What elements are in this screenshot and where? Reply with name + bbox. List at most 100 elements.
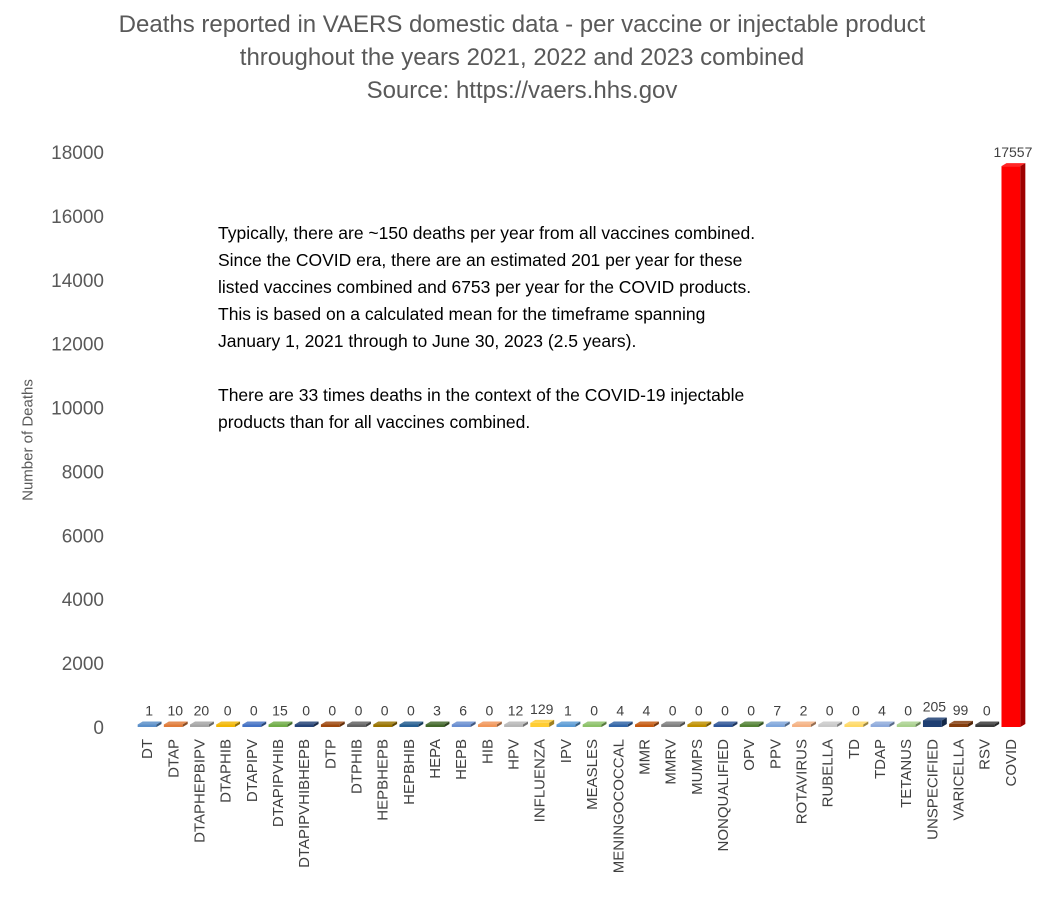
bar [870, 724, 890, 727]
x-tick-label: HEPBHEPB [375, 739, 392, 821]
bar [504, 724, 523, 727]
data-label: 0 [826, 703, 834, 719]
bar-top-face [582, 721, 607, 725]
x-tick-label: PPV [767, 739, 784, 769]
data-label: 0 [852, 703, 860, 719]
x-tick-label: HEPBHIB [401, 739, 418, 805]
data-label: 1 [145, 703, 153, 719]
x-tick-label: COVID [1003, 739, 1020, 787]
x-tick-label: MUMPS [689, 739, 706, 795]
data-label: 0 [590, 703, 598, 719]
bar-top-face [425, 721, 450, 725]
chart-title-line-1: Deaths reported in VAERS domestic data -… [118, 11, 926, 38]
data-label: 0 [904, 703, 912, 719]
bar-top-face [242, 721, 267, 725]
bar-top-face [870, 721, 895, 725]
bar-side-face [994, 721, 1000, 727]
data-label: 17557 [993, 144, 1032, 160]
bar [399, 724, 419, 727]
bar-side-face [706, 721, 712, 727]
bar-side-face [444, 721, 450, 727]
bar-top-face [504, 721, 528, 725]
y-tick-label: 12000 [51, 335, 104, 356]
bar-top-face [739, 721, 764, 725]
data-label: 10 [167, 703, 183, 719]
bar-side-face [261, 721, 267, 727]
y-tick-label: 4000 [62, 590, 104, 611]
bar [294, 724, 314, 727]
x-tick-label: MMRV [663, 739, 680, 785]
bar-side-face [758, 721, 764, 727]
bar [477, 724, 497, 727]
bar-side-face [967, 720, 973, 727]
bar-side-face [653, 721, 659, 727]
x-tick-label: VARICELLA [951, 739, 968, 820]
bar [137, 724, 157, 727]
bar [582, 724, 602, 727]
x-tick-label: RUBELLA [820, 739, 837, 807]
bar [163, 724, 183, 727]
bar-top-face [320, 721, 345, 725]
data-label: 4 [643, 703, 651, 719]
annotation-paragraph-1: Typically, there are ~150 deaths per yea… [218, 223, 756, 351]
x-tick-label: HEPA [427, 739, 444, 779]
bar-top-face [1001, 163, 1026, 167]
bar-side-face [339, 721, 345, 727]
bar-top-face [373, 721, 398, 725]
data-label: 0 [485, 703, 493, 719]
bar-top-face [451, 721, 476, 725]
bar [373, 724, 393, 727]
data-label: 1 [564, 703, 572, 719]
bar-top-face [765, 721, 790, 725]
bar-side-face [496, 721, 502, 727]
bar [216, 724, 236, 727]
data-label: 0 [224, 703, 232, 719]
data-label: 12 [508, 703, 524, 719]
bar [975, 724, 995, 727]
x-tick-label: DTAPHEPBIPV [191, 739, 208, 843]
x-tick-label: DTAPHIB [218, 739, 235, 803]
bar [190, 724, 209, 727]
x-tick-label: MEASLES [584, 739, 601, 810]
y-tick-label: 16000 [51, 207, 104, 228]
bar-side-face [470, 721, 476, 727]
bar-side-face [889, 721, 895, 727]
bar [687, 724, 707, 727]
bar-side-face [627, 721, 633, 727]
bar-top-face [268, 721, 293, 725]
data-label: 0 [747, 703, 755, 719]
data-label: 129 [530, 701, 554, 717]
bar-top-face [608, 721, 633, 725]
bar-top-face [635, 721, 659, 725]
bar-top-face [922, 717, 947, 721]
x-tick-label: ROTAVIRUS [794, 739, 811, 824]
bar-side-face [732, 721, 738, 727]
chart-title-line-3: Source: https://vaers.hhs.gov [366, 77, 678, 104]
x-tick-label: DTAPIPVHIB [270, 739, 287, 827]
bar [949, 723, 968, 727]
bar [530, 722, 550, 727]
bar [556, 724, 576, 727]
x-tick-label: MMR [636, 739, 653, 775]
data-label: 0 [250, 703, 258, 719]
y-tick-label: 14000 [51, 271, 104, 292]
bar-top-face [190, 721, 214, 725]
y-tick-label: 8000 [62, 462, 104, 483]
x-tick-label: TD [846, 739, 863, 759]
data-label: 2 [800, 703, 808, 719]
data-label: 20 [194, 703, 210, 719]
bar-side-face [863, 721, 869, 727]
x-tick-label: HIB [479, 739, 496, 764]
x-tick-label: DT [139, 739, 156, 759]
bar-top-face [713, 721, 738, 725]
bar-side-face [549, 719, 555, 727]
bar-top-face [949, 720, 973, 724]
y-tick-label: 6000 [62, 526, 104, 547]
x-tick-label: HPV [506, 739, 523, 770]
bar [268, 724, 288, 727]
bar-side-face [182, 721, 188, 727]
bar-top-face [477, 721, 502, 725]
bar [242, 724, 262, 727]
bar-side-face [680, 721, 686, 727]
